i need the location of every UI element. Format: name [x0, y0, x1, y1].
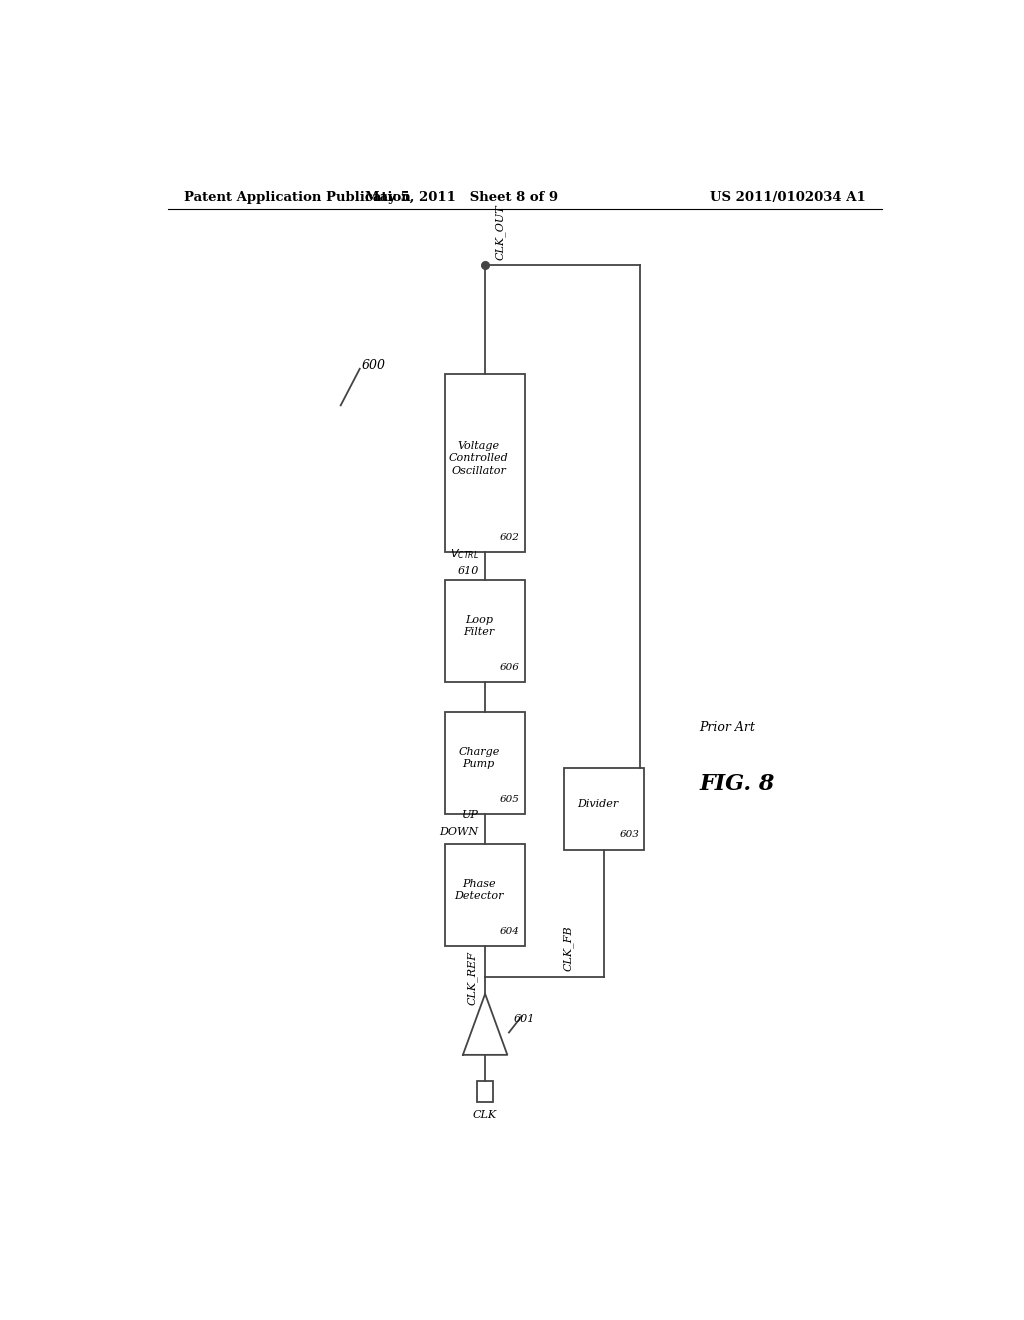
- Text: 602: 602: [500, 533, 520, 543]
- Text: 606: 606: [500, 663, 520, 672]
- Text: Charge
Pump: Charge Pump: [458, 747, 500, 770]
- Text: 600: 600: [362, 359, 386, 372]
- Text: DOWN: DOWN: [439, 828, 479, 837]
- Text: US 2011/0102034 A1: US 2011/0102034 A1: [711, 190, 866, 203]
- Text: Prior Art: Prior Art: [699, 721, 756, 734]
- Text: FIG. 8: FIG. 8: [699, 774, 775, 796]
- Bar: [477, 1081, 494, 1102]
- Text: Voltage
Controlled
Oscillator: Voltage Controlled Oscillator: [449, 441, 509, 475]
- Text: 601: 601: [514, 1014, 536, 1024]
- Text: Loop
Filter: Loop Filter: [463, 615, 495, 638]
- Bar: [445, 845, 525, 946]
- Text: $V_{CTRL}$: $V_{CTRL}$: [450, 546, 479, 561]
- Text: 603: 603: [620, 830, 639, 840]
- Text: CLK_REF: CLK_REF: [467, 952, 477, 1006]
- Bar: [445, 581, 525, 682]
- Text: UP: UP: [462, 810, 479, 820]
- Text: CLK_FB: CLK_FB: [563, 925, 573, 970]
- Text: Divider: Divider: [578, 799, 618, 809]
- Text: 605: 605: [500, 795, 520, 804]
- Text: Phase
Detector: Phase Detector: [454, 879, 504, 902]
- Text: CLK_OUT: CLK_OUT: [495, 205, 506, 260]
- Bar: [445, 713, 525, 814]
- Text: 610: 610: [458, 566, 479, 577]
- Text: 604: 604: [500, 927, 520, 936]
- Bar: [445, 375, 525, 552]
- Text: May 5, 2011   Sheet 8 of 9: May 5, 2011 Sheet 8 of 9: [365, 190, 558, 203]
- Text: CLK: CLK: [473, 1110, 498, 1119]
- Bar: [564, 768, 644, 850]
- Text: Patent Application Publication: Patent Application Publication: [183, 190, 411, 203]
